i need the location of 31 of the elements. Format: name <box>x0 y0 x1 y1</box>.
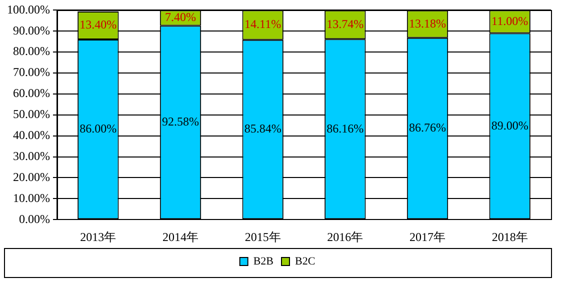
data-label: 86.16% <box>326 121 364 136</box>
x-tick-label: 2018年 <box>492 230 528 244</box>
legend-label: B2B <box>253 255 274 268</box>
y-tick-label: 40.00% <box>12 128 50 142</box>
data-label: 11.00% <box>492 14 528 28</box>
data-label: 14.11% <box>244 17 282 32</box>
y-tick-label: 0.00% <box>18 212 50 226</box>
y-tick-label: 80.00% <box>12 44 50 58</box>
y-tick-label: 50.00% <box>12 107 50 122</box>
x-tick-label: 2013年 <box>80 230 116 244</box>
data-label: 85.84% <box>244 122 282 136</box>
y-tick-label: 100.00% <box>6 2 50 16</box>
data-label: 13.74% <box>326 16 364 31</box>
data-label: 13.40% <box>80 18 117 32</box>
y-tick-label: 60.00% <box>12 86 50 100</box>
data-label: 86.00% <box>80 121 117 136</box>
legend-label: B2C <box>295 255 316 268</box>
y-tick-label: 30.00% <box>12 148 50 163</box>
x-tick-label: 2017年 <box>410 230 446 244</box>
data-label: 86.76% <box>409 120 446 135</box>
data-label: 89.00% <box>491 118 528 132</box>
x-tick-label: 2015年 <box>244 230 281 244</box>
data-label: 92.58% <box>162 114 199 129</box>
data-label: 7.40% <box>164 10 196 24</box>
data-label: 13.18% <box>409 16 446 30</box>
x-tick-label: 2014年 <box>162 230 198 244</box>
y-tick-label: 10.00% <box>12 190 50 205</box>
x-tick-label: 2016年 <box>327 230 364 244</box>
y-tick-label: 70.00% <box>12 65 50 80</box>
y-tick-label: 20.00% <box>12 170 50 184</box>
y-tick-label: 90.00% <box>12 23 50 38</box>
